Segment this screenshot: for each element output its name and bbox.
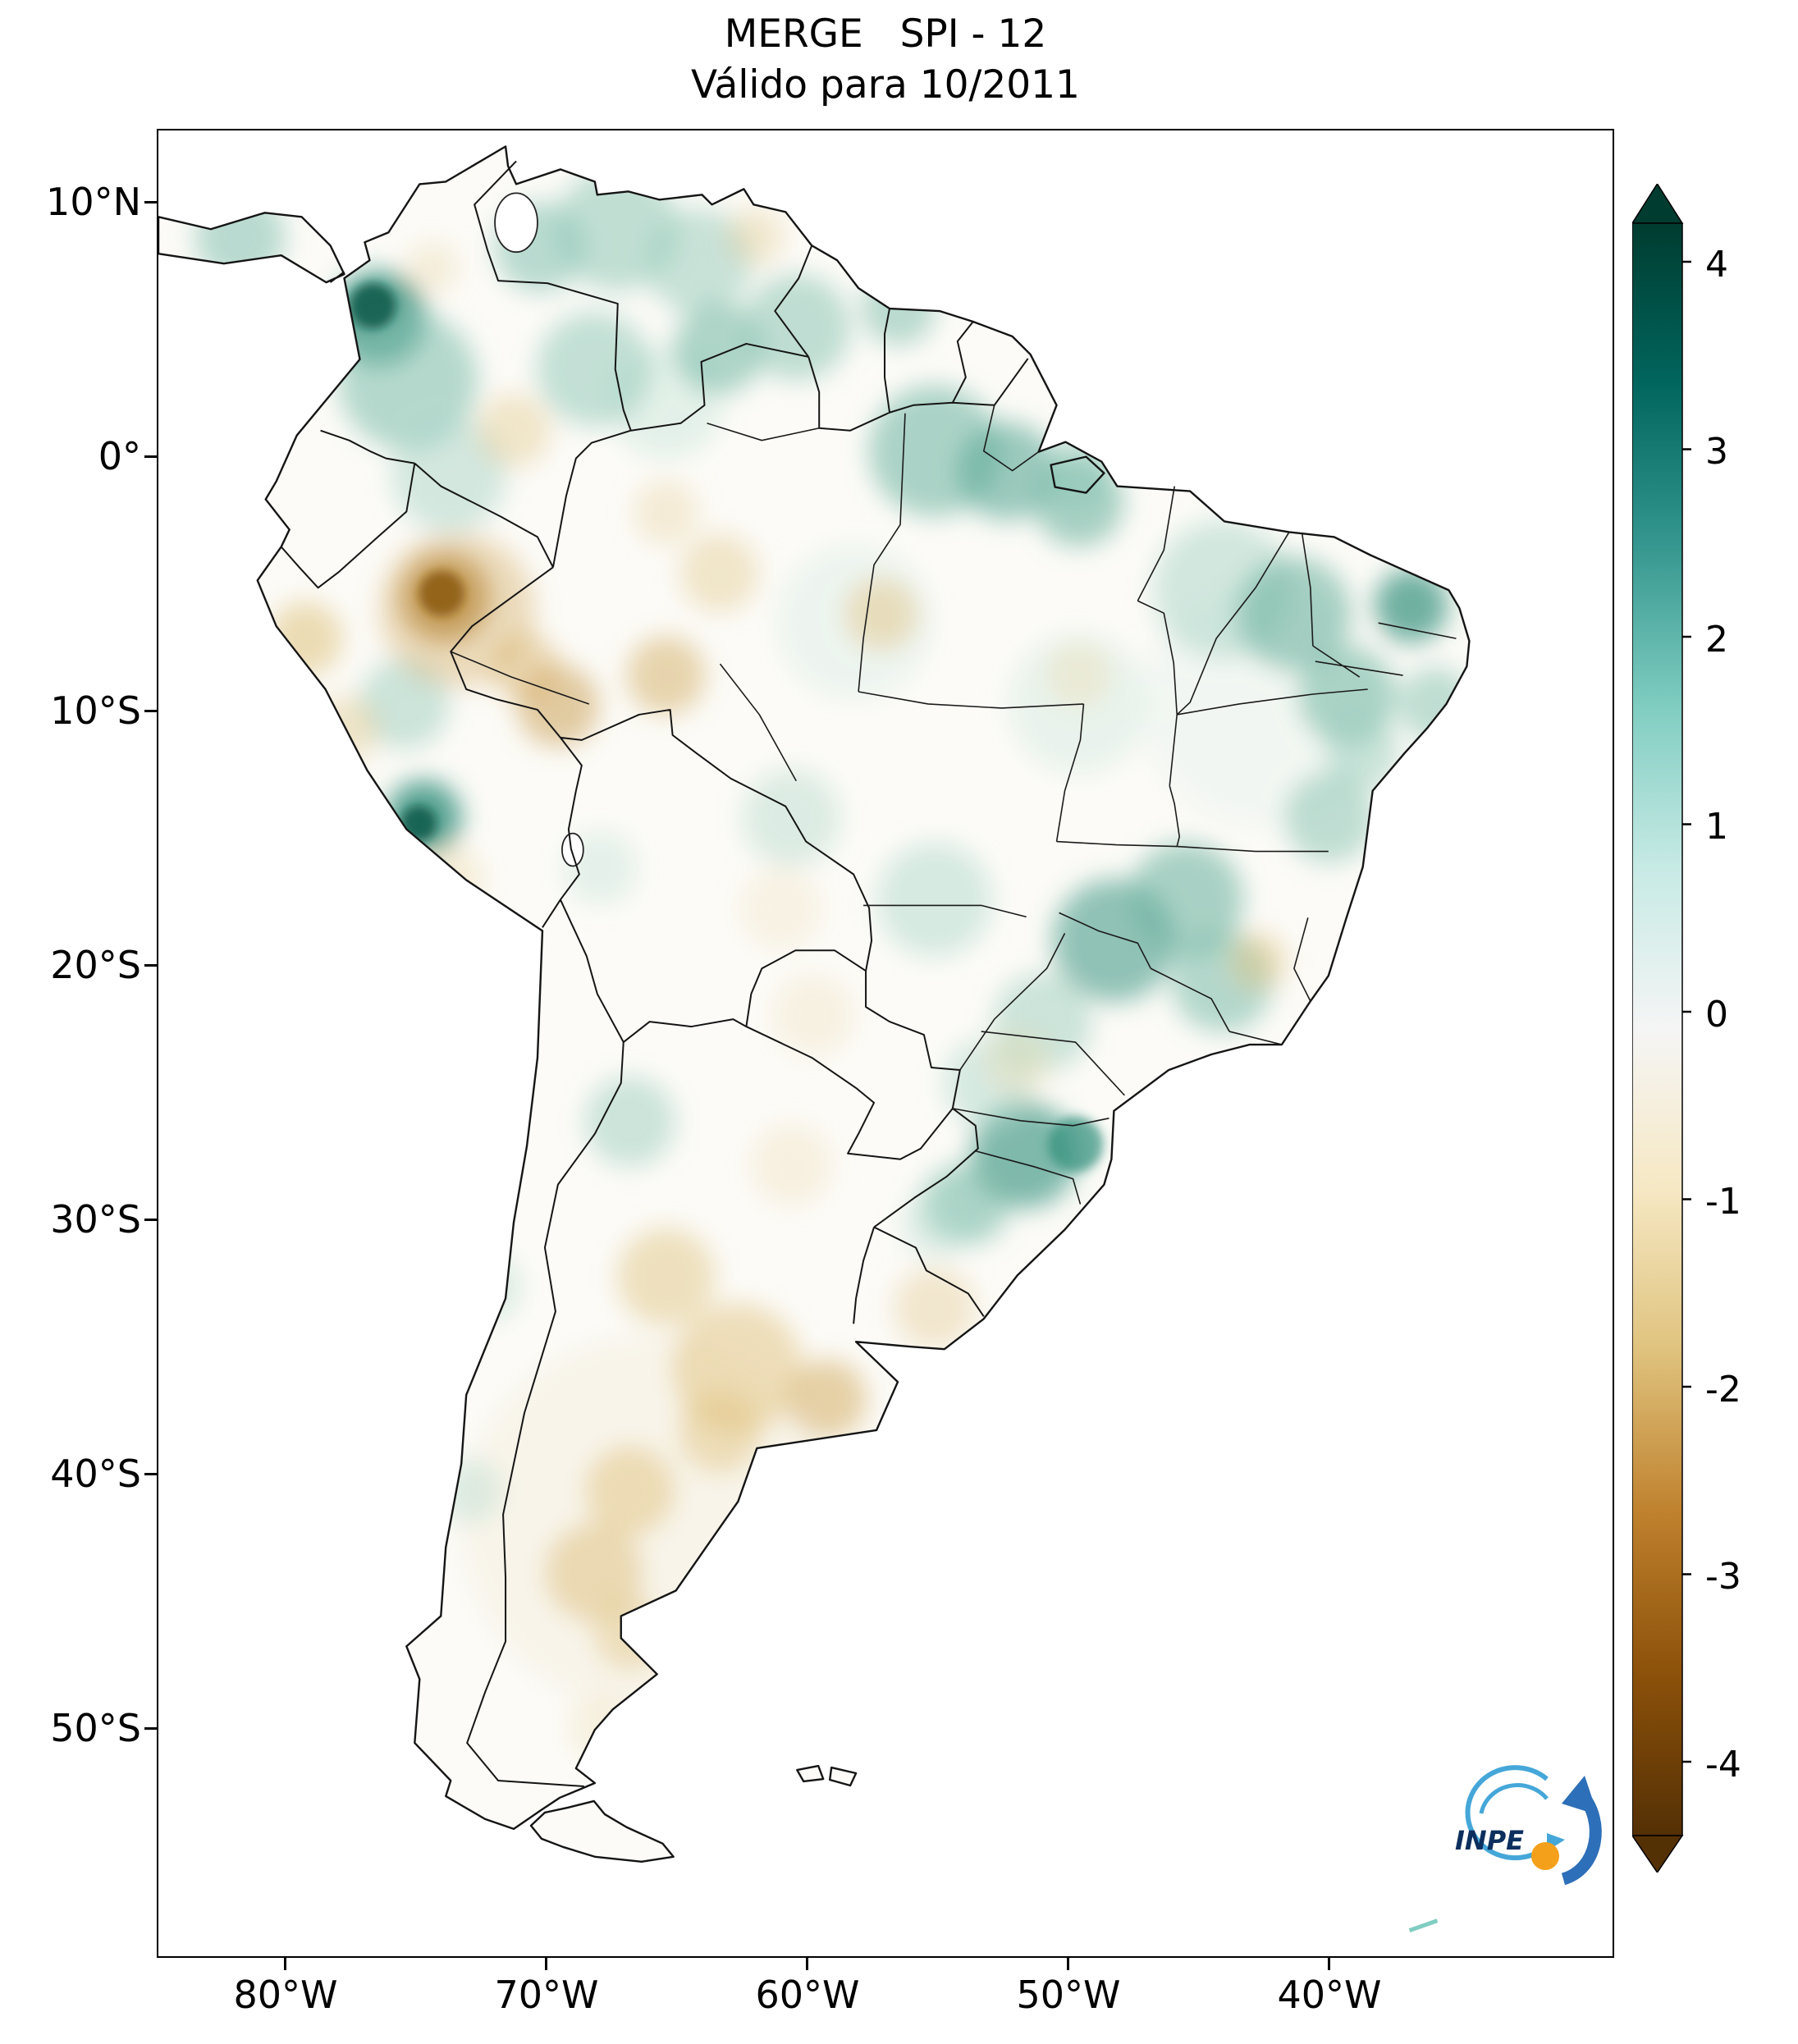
lat-tick-mark	[144, 1473, 157, 1475]
inpe-logo: INPE	[1455, 1765, 1602, 1886]
lon-tick-mark	[1067, 1958, 1069, 1970]
country-borders	[280, 160, 1029, 1787]
lon-tick-mark	[1328, 1958, 1330, 1970]
colorbar-arrow-bottom	[1632, 1835, 1684, 1873]
colorbar-tick-label: -2	[1705, 1369, 1741, 1411]
lat-tick-label: 40°S	[50, 1452, 141, 1496]
plot-title: MERGE SPI - 12	[724, 11, 1047, 57]
inpe-arrow-icon	[1561, 1776, 1602, 1886]
colorbar-tick-label: 1	[1705, 806, 1728, 848]
inpe-orange-ball-icon	[1531, 1842, 1559, 1870]
lat-tick-label: 0°	[98, 434, 141, 478]
lon-tick-label: 70°W	[494, 1973, 599, 2017]
lat-tick-mark	[144, 201, 157, 203]
lakes	[494, 192, 584, 867]
colorbar-tick-label: -3	[1705, 1556, 1741, 1598]
colorbar-tick-label: 4	[1705, 244, 1728, 286]
lat-tick-mark	[144, 964, 157, 967]
lat-tick-mark	[144, 1727, 157, 1730]
lat-tick-mark	[144, 1219, 157, 1221]
state-borders	[450, 405, 1457, 1205]
ocean-anomaly-streak	[1408, 1918, 1439, 1932]
lon-tick-mark	[284, 1958, 286, 1970]
colorbar-tick-label: 2	[1705, 619, 1728, 661]
colorbar	[1632, 184, 1691, 1873]
lon-tick-label: 50°W	[1016, 1973, 1121, 2017]
lat-tick-label: 20°S	[50, 943, 141, 987]
south-america-map	[158, 145, 1471, 1932]
lon-tick-label: 40°W	[1277, 1973, 1382, 2017]
lat-tick-mark	[144, 455, 157, 458]
lat-tick-label: 30°S	[50, 1197, 141, 1241]
colorbar-arrow-top	[1632, 184, 1684, 224]
lat-tick-mark	[144, 710, 157, 712]
colorbar-tick-label: -1	[1705, 1181, 1741, 1223]
lat-tick-label: 10°S	[50, 688, 141, 733]
lake-maracaibo	[494, 192, 538, 254]
lon-tick-label: 60°W	[755, 1973, 860, 2017]
colorbar-tick-label: 0	[1705, 994, 1728, 1036]
coastline	[158, 145, 1471, 1863]
colorbar-body	[1632, 222, 1683, 1836]
colorbar-tick-label: -4	[1705, 1744, 1741, 1786]
colorbar-tick-label: 3	[1705, 431, 1728, 473]
lake-titicaca	[560, 832, 584, 867]
lon-tick-mark	[545, 1958, 547, 1970]
lat-tick-label: 50°S	[50, 1706, 141, 1750]
inpe-logo-text: INPE	[1455, 1825, 1524, 1856]
plot-subtitle: Válido para 10/2011	[691, 62, 1080, 107]
lat-tick-label: 10°N	[46, 180, 141, 224]
colorbar-tick-marks	[1682, 260, 1691, 1763]
lon-tick-label: 80°W	[233, 1973, 338, 2017]
lon-tick-mark	[806, 1958, 808, 1970]
